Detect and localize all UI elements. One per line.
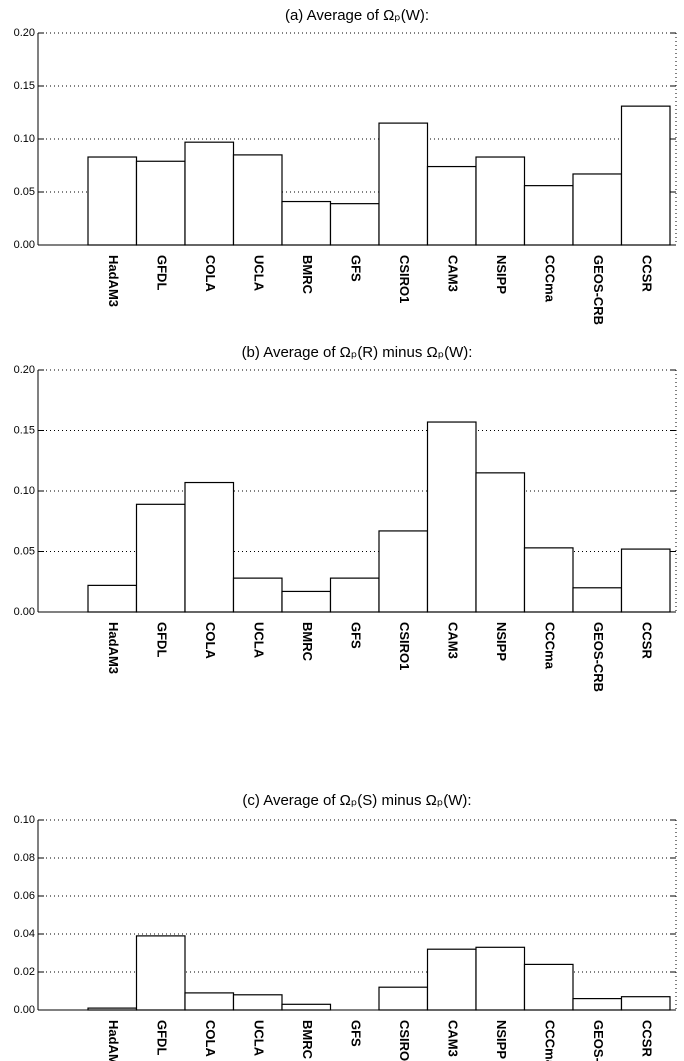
x-tick-label: NSIPP bbox=[494, 1020, 509, 1059]
x-tick-label: UCLA bbox=[251, 255, 266, 292]
bar bbox=[475, 472, 526, 613]
x-tick-label: CCSR bbox=[639, 255, 654, 292]
y-tick-label: 0.08 bbox=[14, 852, 35, 864]
x-tick-label: HadAM3 bbox=[106, 255, 121, 307]
chart-title: (c) Average of Ωₚ(S) minus Ωₚ(W): bbox=[242, 792, 471, 809]
y-tick-label: 0.05 bbox=[14, 545, 35, 557]
bar bbox=[232, 577, 283, 613]
chart-title: (a) Average of Ωₚ(W): bbox=[285, 7, 429, 24]
y-tick-label: 0.15 bbox=[14, 80, 35, 92]
x-tick-label: CCSR bbox=[639, 1020, 654, 1057]
bar bbox=[475, 156, 526, 246]
x-tick-label: GFDL bbox=[154, 255, 169, 290]
y-tick-label: 0.20 bbox=[14, 27, 35, 39]
bar bbox=[184, 992, 235, 1011]
x-tick-label: BMRC bbox=[300, 622, 315, 662]
chart-title: (b) Average of Ωₚ(R) minus Ωₚ(W): bbox=[242, 344, 473, 361]
bar bbox=[135, 935, 186, 1011]
x-tick-label: HadAM3 bbox=[106, 1020, 121, 1061]
bar bbox=[572, 587, 623, 613]
bar bbox=[281, 590, 332, 613]
x-tick-label: GFDL bbox=[154, 1020, 169, 1055]
bar bbox=[523, 963, 574, 1011]
bar bbox=[281, 1003, 332, 1011]
x-tick-label: GFS bbox=[348, 255, 363, 282]
x-tick-label: UCLA bbox=[251, 1020, 266, 1057]
x-tick-label: CAM3 bbox=[445, 622, 460, 659]
x-tick-label: CCCma bbox=[542, 255, 557, 303]
x-tick-label: GEOS-CRB bbox=[591, 255, 606, 325]
x-tick-label: CSIRO1 bbox=[397, 622, 412, 670]
x-tick-label: CAM3 bbox=[445, 1020, 460, 1057]
bar bbox=[87, 1007, 138, 1011]
x-tick-label: GFS bbox=[348, 622, 363, 649]
bar bbox=[232, 994, 283, 1011]
bar bbox=[426, 421, 477, 613]
x-tick-label: CCCma bbox=[542, 1020, 557, 1061]
x-tick-label: CCCma bbox=[542, 622, 557, 670]
x-tick-label: CAM3 bbox=[445, 255, 460, 292]
x-tick-label: CCSR bbox=[639, 622, 654, 659]
x-tick-label: GFDL bbox=[154, 622, 169, 657]
x-tick-label: COLA bbox=[203, 622, 218, 659]
bar bbox=[87, 584, 138, 613]
y-tick-label: 0.04 bbox=[14, 928, 35, 940]
bar bbox=[378, 122, 429, 246]
x-tick-label: HadAM3 bbox=[106, 622, 121, 674]
y-tick-label: 0.02 bbox=[14, 966, 35, 978]
bar bbox=[572, 997, 623, 1011]
bar bbox=[426, 948, 477, 1011]
bar bbox=[329, 203, 380, 246]
x-tick-label: BMRC bbox=[300, 1020, 315, 1060]
bar bbox=[378, 986, 429, 1011]
bar bbox=[572, 173, 623, 246]
bar bbox=[475, 946, 526, 1011]
y-tick-label: 0.00 bbox=[14, 606, 35, 618]
x-tick-label: NSIPP bbox=[494, 255, 509, 294]
x-tick-label: CSIRO1 bbox=[397, 1020, 412, 1061]
bar bbox=[135, 503, 186, 613]
bar bbox=[232, 154, 283, 246]
x-tick-label: NSIPP bbox=[494, 622, 509, 661]
y-tick-label: 0.15 bbox=[14, 424, 35, 436]
bar bbox=[426, 165, 477, 246]
y-tick-label: 0.00 bbox=[14, 1004, 35, 1016]
x-tick-label: COLA bbox=[203, 255, 218, 292]
x-tick-label: UCLA bbox=[251, 622, 266, 659]
y-tick-label: 0.10 bbox=[14, 133, 35, 145]
x-tick-label: GEOS-CRB bbox=[591, 1020, 606, 1061]
y-tick-label: 0.06 bbox=[14, 890, 35, 902]
y-tick-label: 0.05 bbox=[14, 186, 35, 198]
x-tick-label: CSIRO1 bbox=[397, 255, 412, 303]
bar bbox=[378, 530, 429, 613]
bar bbox=[620, 548, 671, 613]
bar bbox=[281, 200, 332, 246]
x-tick-label: GEOS-CRB bbox=[591, 622, 606, 692]
bar bbox=[87, 156, 138, 246]
bar bbox=[135, 160, 186, 246]
bar bbox=[184, 481, 235, 613]
y-tick-label: 0.10 bbox=[14, 814, 35, 826]
bar bbox=[620, 105, 671, 246]
x-tick-label: BMRC bbox=[300, 255, 315, 295]
bar bbox=[184, 141, 235, 246]
bar bbox=[523, 185, 574, 246]
x-tick-label: GFS bbox=[348, 1020, 363, 1047]
y-tick-label: 0.00 bbox=[14, 239, 35, 251]
bar bbox=[523, 547, 574, 613]
y-tick-label: 0.20 bbox=[14, 364, 35, 376]
y-tick-label: 0.10 bbox=[14, 485, 35, 497]
x-tick-label: COLA bbox=[203, 1020, 218, 1057]
bar bbox=[329, 577, 380, 613]
bar bbox=[620, 996, 671, 1011]
